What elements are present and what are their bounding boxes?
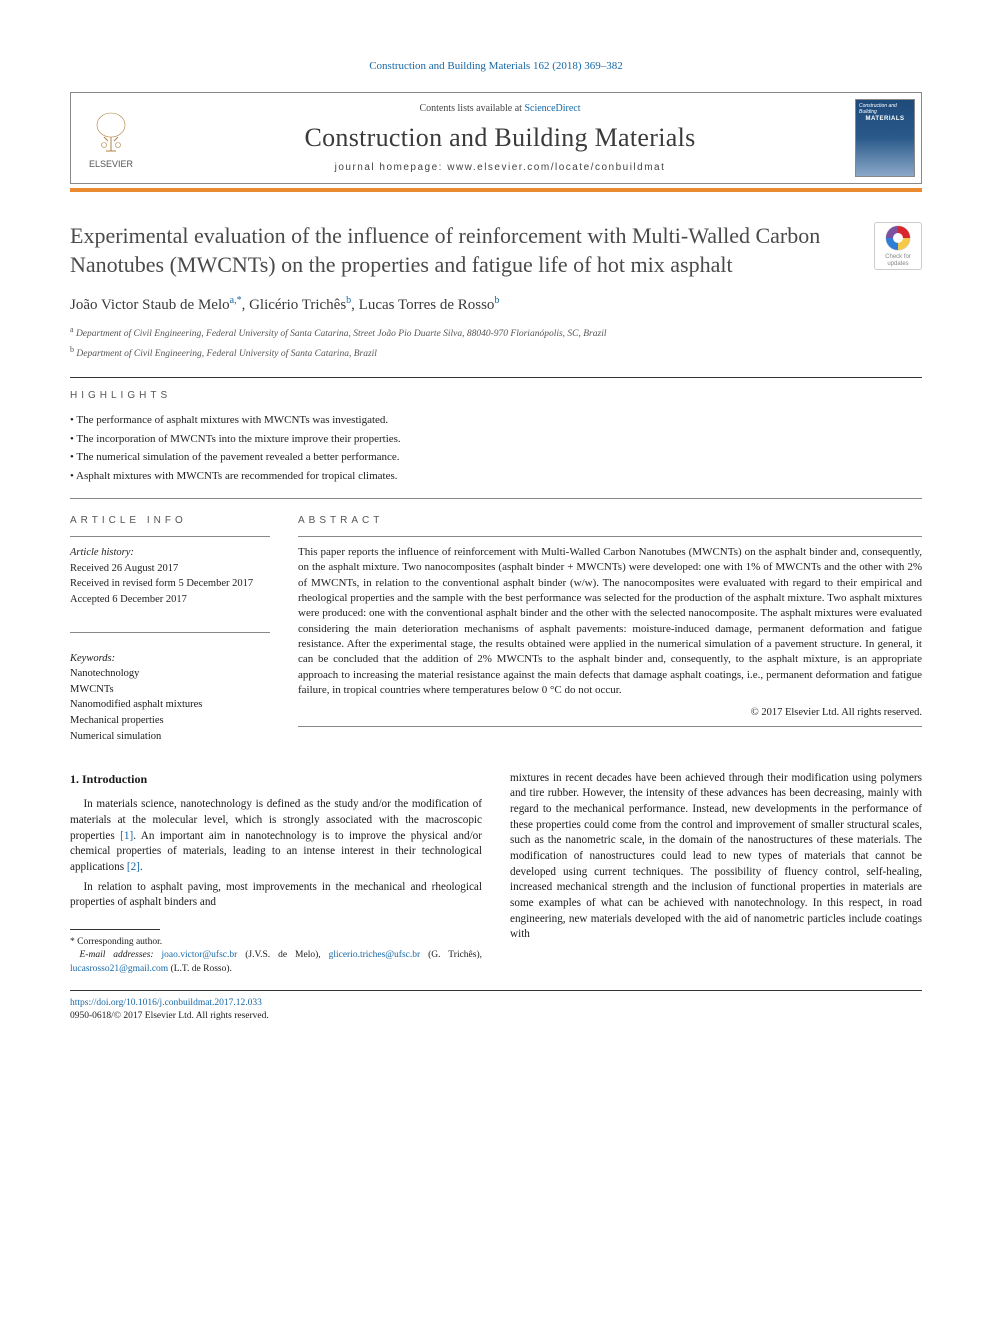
author-3-affil: b (494, 295, 499, 306)
affiliation-a: a Department of Civil Engineering, Feder… (70, 324, 922, 341)
author-2: Glicério Trichês (249, 297, 346, 313)
journal-cover-thumb: Construction and Building MATERIALS (849, 93, 921, 183)
article-history: Article history: Received 26 August 2017… (70, 545, 270, 608)
keyword: Nanotechnology (70, 666, 270, 682)
contents-prefix: Contents lists available at (419, 103, 524, 114)
footnote-separator (70, 929, 160, 930)
page-footer: https://doi.org/10.1016/j.conbuildmat.20… (70, 990, 922, 1024)
highlight-item: The incorporation of MWCNTs into the mix… (70, 430, 922, 449)
highlights-list: The performance of asphalt mixtures with… (70, 411, 922, 486)
crossmark-badge[interactable]: Check forupdates (874, 222, 922, 270)
keyword: Mechanical properties (70, 713, 270, 729)
section-heading-intro: 1. Introduction (70, 771, 482, 788)
author-1-affil: a,* (230, 295, 242, 306)
email-link[interactable]: lucasrosso21@gmail.com (70, 964, 168, 974)
divider (70, 498, 922, 499)
affiliation-b: b Department of Civil Engineering, Feder… (70, 344, 922, 361)
contents-available: Contents lists available at ScienceDirec… (151, 103, 849, 114)
header-center: Contents lists available at ScienceDirec… (151, 93, 849, 183)
keyword: Numerical simulation (70, 729, 270, 745)
keyword: Nanomodified asphalt mixtures (70, 697, 270, 713)
author-3: Lucas Torres de Rosso (359, 297, 495, 313)
publisher-name: ELSEVIER (89, 159, 133, 169)
article-info-label: article info (70, 515, 270, 526)
email-link[interactable]: joao.victor@ufsc.br (162, 950, 238, 960)
body-paragraph: mixtures in recent decades have been ach… (510, 771, 922, 943)
highlight-item: Asphalt mixtures with MWCNTs are recomme… (70, 467, 922, 486)
homepage-prefix: journal homepage: (335, 162, 448, 173)
journal-homepage: journal homepage: www.elsevier.com/locat… (151, 162, 849, 173)
homepage-url: www.elsevier.com/locate/conbuildmat (447, 162, 665, 173)
issn-copyright: 0950-0618/© 2017 Elsevier Ltd. All right… (70, 1011, 269, 1021)
article-title: Experimental evaluation of the influence… (70, 222, 854, 279)
journal-header: ELSEVIER Contents lists available at Sci… (70, 92, 922, 184)
highlight-item: The performance of asphalt mixtures with… (70, 411, 922, 430)
crossmark-text: Check forupdates (885, 254, 911, 267)
crossmark-icon (884, 224, 912, 252)
keyword: MWCNTs (70, 682, 270, 698)
keywords-list: Nanotechnology MWCNTs Nanomodified aspha… (70, 666, 270, 745)
email-addresses: E-mail addresses: joao.victor@ufsc.br (J… (70, 949, 482, 976)
highlights-label: highlights (70, 390, 922, 401)
abstract-label: abstract (298, 515, 922, 526)
cover-line1: Construction and Building (859, 103, 911, 115)
journal-reference: Construction and Building Materials 162 … (70, 60, 922, 72)
author-2-affil: b (346, 295, 351, 306)
footnotes: * Corresponding author. E-mail addresses… (70, 936, 482, 976)
author-list: João Victor Staub de Meloa,*, Glicério T… (70, 295, 922, 314)
elsevier-tree-icon (86, 107, 136, 157)
journal-name: Construction and Building Materials (151, 123, 849, 153)
doi-link[interactable]: https://doi.org/10.1016/j.conbuildmat.20… (70, 998, 262, 1008)
history-label: Article history: (70, 547, 134, 558)
history-received: Received 26 August 2017 (70, 563, 178, 574)
keywords-label: Keywords: (70, 653, 270, 664)
sciencedirect-link[interactable]: ScienceDirect (524, 103, 580, 114)
body-paragraph: In materials science, nanotechnology is … (70, 797, 482, 875)
publisher-logo: ELSEVIER (71, 93, 151, 183)
history-revised: Received in revised form 5 December 2017 (70, 578, 253, 589)
author-1: João Victor Staub de Melo (70, 297, 230, 313)
abstract-text: This paper reports the influence of rein… (298, 545, 922, 699)
body-paragraph: In relation to asphalt paving, most impr… (70, 880, 482, 911)
cover-line2: MATERIALS (865, 116, 904, 122)
abstract-copyright: © 2017 Elsevier Ltd. All rights reserved… (298, 707, 922, 718)
email-link[interactable]: glicerio.triches@ufsc.br (329, 950, 421, 960)
corresponding-author-note: * Corresponding author. (70, 936, 482, 949)
divider (70, 377, 922, 378)
history-accepted: Accepted 6 December 2017 (70, 594, 187, 605)
accent-bar (70, 188, 922, 192)
highlight-item: The numerical simulation of the pavement… (70, 448, 922, 467)
